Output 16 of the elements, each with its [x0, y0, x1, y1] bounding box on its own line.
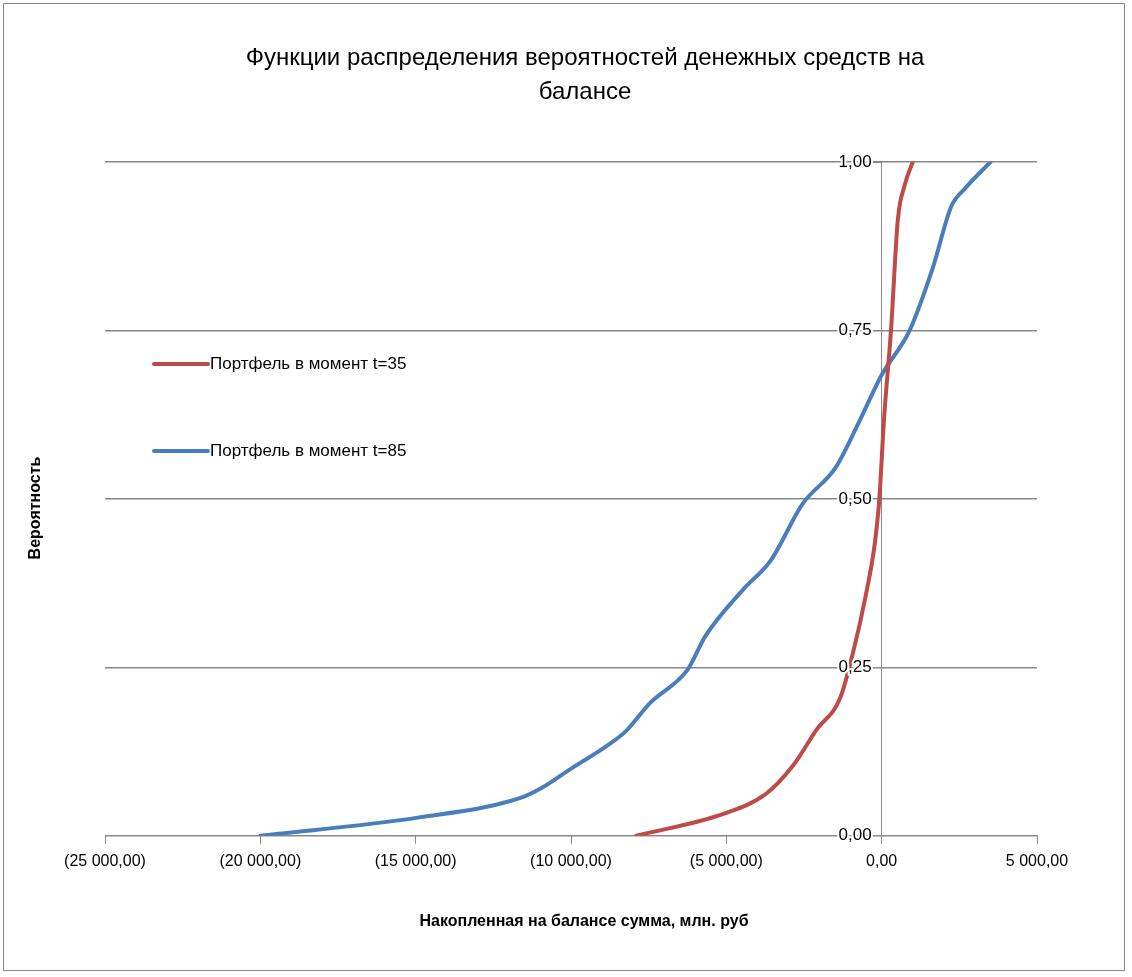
x-tick-label: (15 000,00) [374, 851, 457, 869]
y-tick-label: 0,00 [838, 825, 872, 845]
x-tick-label: (10 000,00) [530, 851, 612, 869]
x-tick-label: (20 000,00) [219, 851, 302, 869]
x-tick-label: (25 000,00) [64, 851, 146, 869]
x-tick-label: 5 000,00 [1005, 851, 1069, 869]
y-tick-label: 0,50 [838, 488, 872, 508]
x-tick-label: (5 000,00) [689, 851, 763, 869]
y-tick-label: 1,00 [838, 151, 872, 171]
y-axis-title: Вероятность [26, 456, 44, 560]
x-axis-title: Накопленная на балансе сумма, млн. руб [418, 912, 750, 930]
legend-label: Портфель в момент t=85 [210, 441, 407, 461]
x-tick-label: 0,00 [866, 851, 898, 869]
chart-title: Функции распределения вероятностей денежных средств на балансе [244, 42, 926, 106]
y-tick-label: 0,75 [838, 320, 872, 340]
legend-label: Портфель в момент t=35 [210, 354, 407, 374]
